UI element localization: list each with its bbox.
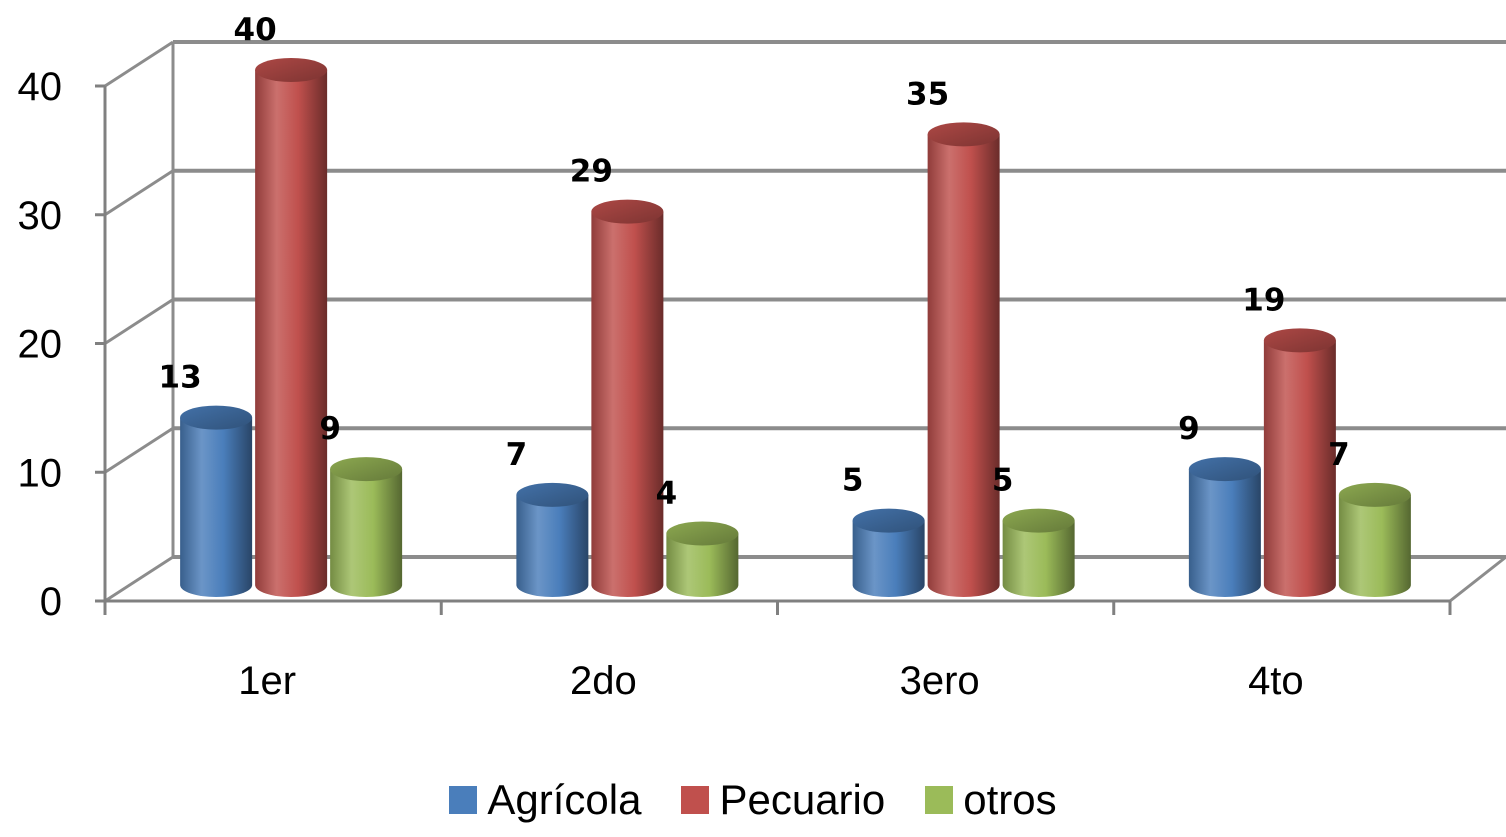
- gridline-diagonal: [104, 555, 174, 603]
- bar: [255, 58, 328, 597]
- y-tick-label: 20: [18, 323, 63, 367]
- data-label: 19: [1242, 282, 1285, 318]
- legend-label: Agrícola: [487, 776, 642, 823]
- gridline-diagonal: [104, 298, 174, 345]
- gridline-diagonal: [104, 40, 174, 88]
- y-tick-label: 0: [40, 580, 62, 624]
- gridline-diagonal: [104, 169, 174, 217]
- bars: [180, 58, 1411, 597]
- legend-label: Pecuario: [719, 776, 886, 823]
- y-tick-label: 40: [18, 65, 63, 109]
- bar: [927, 122, 1000, 597]
- data-label: 7: [1328, 437, 1350, 473]
- legend-item: Agrícola: [449, 776, 641, 824]
- data-label: 9: [319, 411, 341, 447]
- x-tick-label: 4to: [1248, 659, 1304, 703]
- bar: [852, 508, 925, 597]
- data-label: 5: [842, 463, 864, 499]
- x-tick-label: 1er: [238, 659, 296, 703]
- bar: [1002, 508, 1075, 597]
- y-tick-label: 10: [18, 451, 63, 495]
- bar: [666, 521, 739, 597]
- data-label: 29: [570, 154, 613, 190]
- legend-item: Pecuario: [681, 776, 885, 824]
- bar: [516, 482, 589, 597]
- bar: [1188, 457, 1261, 597]
- bar: [591, 199, 664, 597]
- bar: [180, 405, 253, 597]
- data-label: 35: [906, 76, 949, 112]
- data-label: 40: [234, 12, 277, 48]
- legend-swatch: [925, 786, 954, 814]
- axes: 0 10 20 30 40 1er 2do 3ero 4to: [18, 65, 1452, 703]
- bar: [1263, 328, 1336, 597]
- data-labels: 13 40 9 7 29 4 5 35 5 9 19 7: [159, 12, 1350, 512]
- legend-label: otros: [963, 776, 1057, 823]
- data-label: 13: [159, 360, 202, 396]
- legend-item: otros: [925, 776, 1057, 824]
- gridline-diagonal: [104, 426, 174, 474]
- legend-swatch: [449, 786, 478, 814]
- legend: Agrícola Pecuario otros: [0, 776, 1506, 824]
- data-label: 5: [992, 463, 1014, 499]
- data-label: 7: [506, 437, 528, 473]
- bar: [330, 457, 403, 597]
- legend-swatch: [681, 786, 710, 814]
- data-label: 9: [1178, 411, 1200, 447]
- bar: [1338, 482, 1411, 597]
- data-label: 4: [656, 476, 678, 512]
- y-tick-label: 30: [18, 194, 63, 238]
- x-tick-label: 2do: [570, 659, 637, 703]
- x-tick-label: 3ero: [900, 659, 980, 703]
